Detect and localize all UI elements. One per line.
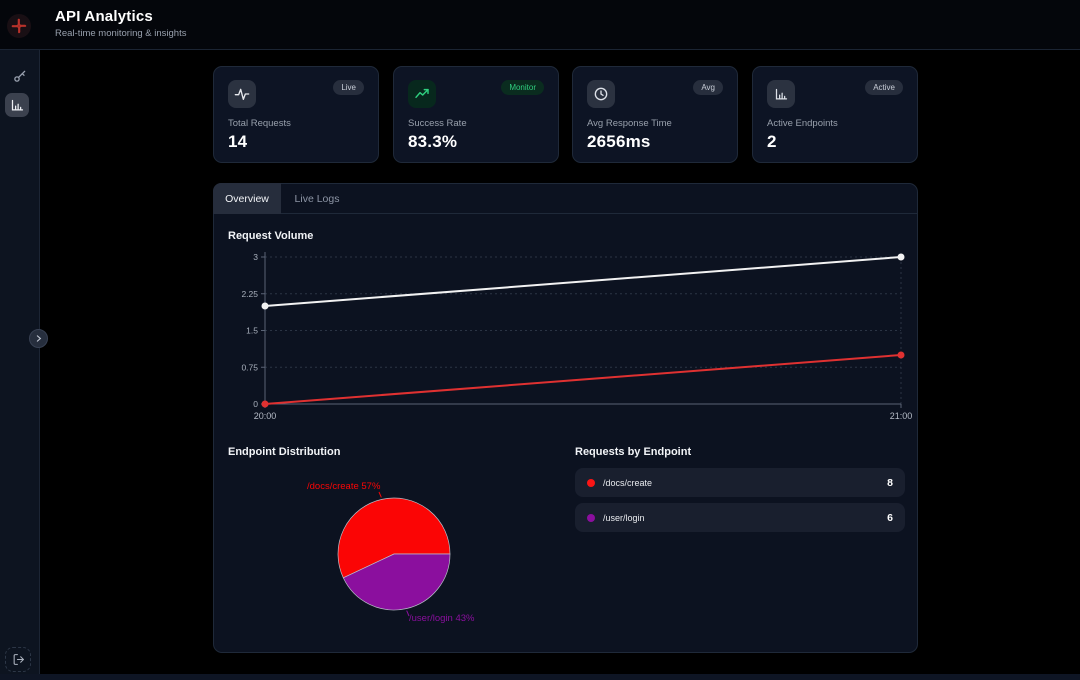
stat-value: 2 bbox=[767, 132, 777, 151]
app-logo bbox=[7, 14, 31, 38]
endpoint-row-docs-create: /docs/create 8 bbox=[575, 468, 905, 497]
bottom-strip bbox=[0, 674, 1080, 680]
stat-label: Success Rate bbox=[408, 118, 467, 129]
sidebar bbox=[0, 50, 48, 680]
svg-text:0.75: 0.75 bbox=[241, 362, 258, 372]
clock-icon bbox=[594, 87, 608, 101]
status-badge: Avg bbox=[693, 80, 723, 95]
svg-text:0: 0 bbox=[253, 399, 258, 409]
svg-text:21:00: 21:00 bbox=[890, 411, 913, 421]
clock-icon-tile bbox=[587, 80, 615, 108]
bar-chart-icon-tile bbox=[767, 80, 795, 108]
bar-chart-icon bbox=[11, 99, 23, 110]
svg-text:20:00: 20:00 bbox=[254, 411, 277, 421]
tab-bar: Overview Live Logs bbox=[213, 183, 918, 214]
endpoint-path: /docs/create bbox=[603, 477, 653, 488]
endpoint-color-dot bbox=[587, 513, 595, 522]
requests-by-endpoint-title: Requests by Endpoint bbox=[575, 446, 692, 458]
logout-button[interactable] bbox=[5, 647, 31, 672]
svg-text:/docs/create 57%: /docs/create 57% bbox=[307, 481, 381, 492]
stat-label: Total Requests bbox=[228, 118, 291, 129]
chevron-right-icon bbox=[36, 335, 42, 342]
red-knot-logo-icon bbox=[11, 18, 27, 34]
status-badge: Monitor bbox=[501, 80, 544, 95]
endpoint-distribution-title: Endpoint Distribution bbox=[228, 446, 341, 458]
activity-icon bbox=[234, 88, 250, 100]
svg-text:3: 3 bbox=[253, 252, 258, 262]
trending-up-icon bbox=[415, 88, 429, 99]
tab-overview[interactable]: Overview bbox=[213, 183, 281, 214]
trending-up-icon-tile bbox=[408, 80, 436, 108]
endpoint-count: 8 bbox=[887, 476, 893, 489]
status-badge: Active bbox=[865, 80, 903, 95]
svg-text:1.5: 1.5 bbox=[246, 326, 258, 336]
endpoint-path: /user/login bbox=[603, 512, 645, 523]
stat-card-avg-response-time: Avg Avg Response Time 2656ms bbox=[572, 66, 738, 163]
stat-card-total-requests: Live Total Requests 14 bbox=[213, 66, 379, 163]
app-header: API Analytics Real-time monitoring & ins… bbox=[0, 0, 1080, 50]
stat-card-active-endpoints: Active Active Endpoints 2 bbox=[752, 66, 918, 163]
svg-text:/user/login 43%: /user/login 43% bbox=[409, 613, 475, 624]
logout-icon bbox=[13, 654, 24, 665]
status-badge: Live bbox=[333, 80, 364, 95]
activity-icon-tile bbox=[228, 80, 256, 108]
bar-chart-icon bbox=[775, 88, 787, 99]
key-icon bbox=[14, 70, 26, 82]
sidebar-item-analytics[interactable] bbox=[5, 93, 29, 117]
page-title: API Analytics bbox=[55, 8, 153, 25]
sidebar-item-keys[interactable] bbox=[8, 64, 32, 88]
sidebar-expand-button[interactable] bbox=[29, 329, 48, 348]
stat-label: Avg Response Time bbox=[587, 118, 672, 129]
main-panel bbox=[213, 183, 918, 653]
tab-live-logs[interactable]: Live Logs bbox=[294, 192, 340, 205]
request-volume-title: Request Volume bbox=[228, 230, 314, 242]
svg-text:2.25: 2.25 bbox=[241, 289, 258, 299]
page-subtitle: Real-time monitoring & insights bbox=[55, 28, 187, 39]
stat-value: 83.3% bbox=[408, 132, 458, 151]
endpoint-row-user-login: /user/login 6 bbox=[575, 503, 905, 532]
endpoint-count: 6 bbox=[887, 511, 893, 524]
stat-value: 2656ms bbox=[587, 132, 651, 151]
stat-label: Active Endpoints bbox=[767, 118, 838, 129]
stat-value: 14 bbox=[228, 132, 248, 151]
endpoint-color-dot bbox=[587, 478, 595, 487]
stat-card-success-rate: Monitor Success Rate 83.3% bbox=[393, 66, 559, 163]
endpoint-distribution-pie: /docs/create 57% /user/login 43% bbox=[307, 481, 475, 624]
request-volume-chart: 0 0.75 1.5 2.25 3 20:00 21:00 bbox=[241, 252, 913, 421]
